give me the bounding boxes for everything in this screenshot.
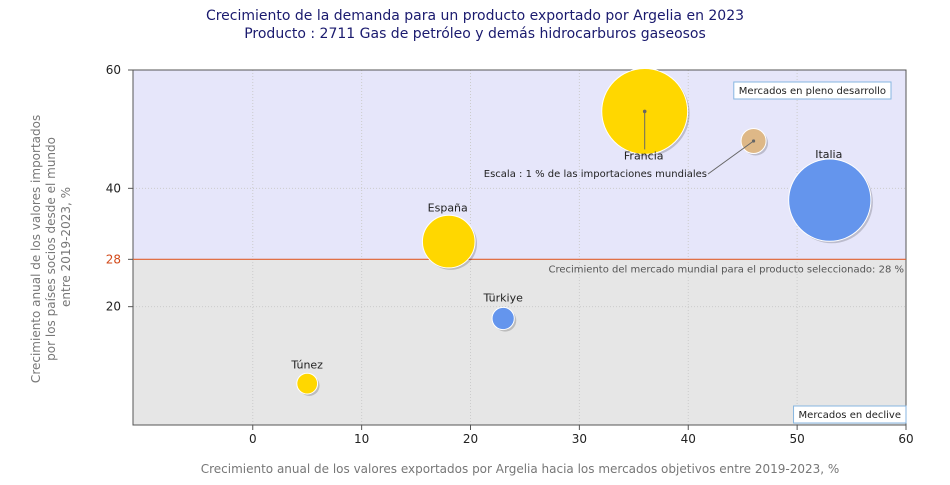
scale-label: Escala : 1 % de las importaciones mundia… (484, 169, 707, 180)
francia-center-marker (642, 109, 647, 114)
bubble-espana (421, 214, 476, 269)
x-tick-label: 30 (572, 432, 587, 446)
y-tick-label: 20 (106, 300, 121, 314)
bubble-turkiye (491, 306, 515, 331)
zone-label-upper-box (733, 81, 892, 100)
y-axis-title-line-2: por los países socios desde el mundo (44, 137, 58, 361)
bubble-label-tunez: Túnez (290, 359, 323, 372)
scale-pointer-line (707, 140, 754, 175)
zone-label-lower: Mercados en declive (799, 410, 901, 421)
chart-title: Crecimiento de la demanda para un produc… (206, 8, 744, 24)
x-tick-label: 20 (463, 432, 478, 446)
zone-upper-background (133, 70, 906, 260)
zone-label-lower-box (793, 405, 907, 424)
chart-subtitle: Producto : 2711 Gas de petróleo y demás … (244, 26, 706, 42)
y-tick-label: 40 (106, 181, 121, 195)
bubble-label-espana: España (428, 202, 468, 215)
x-tick-label: 0 (249, 432, 257, 446)
y-tick-label: 60 (106, 63, 121, 77)
y-axis-title-line-3: entre 2019-2023, % (59, 187, 73, 307)
zone-label-upper: Mercados en pleno desarrollo (739, 86, 886, 97)
y-axis-title-line-1: Crecimiento anual de los valores importa… (29, 115, 43, 383)
zone-lower-background (133, 259, 906, 425)
bubble-italia (788, 158, 872, 242)
bubble-tunez (296, 372, 319, 395)
reference-line-label: Crecimiento del mercado mundial para el … (548, 264, 904, 275)
x-tick-label: 50 (789, 432, 804, 446)
x-tick-label: 10 (354, 432, 369, 446)
bubble-label-turkiye: Türkiye (482, 292, 523, 305)
plot-area: Crecimiento del mercado mundial para el … (106, 63, 914, 446)
x-tick-label: 40 (681, 432, 696, 446)
y-axis-title: Crecimiento anual de los valores importa… (29, 111, 73, 383)
plot-frame (132, 69, 907, 426)
y-tick-label-reference: 28 (106, 252, 121, 266)
bubble-label-francia: Francia (624, 149, 664, 162)
bubble-label-italia: Italia (815, 148, 842, 161)
x-axis-title: Crecimiento anual de los valores exporta… (201, 462, 840, 476)
x-tick-label: 60 (898, 432, 913, 446)
